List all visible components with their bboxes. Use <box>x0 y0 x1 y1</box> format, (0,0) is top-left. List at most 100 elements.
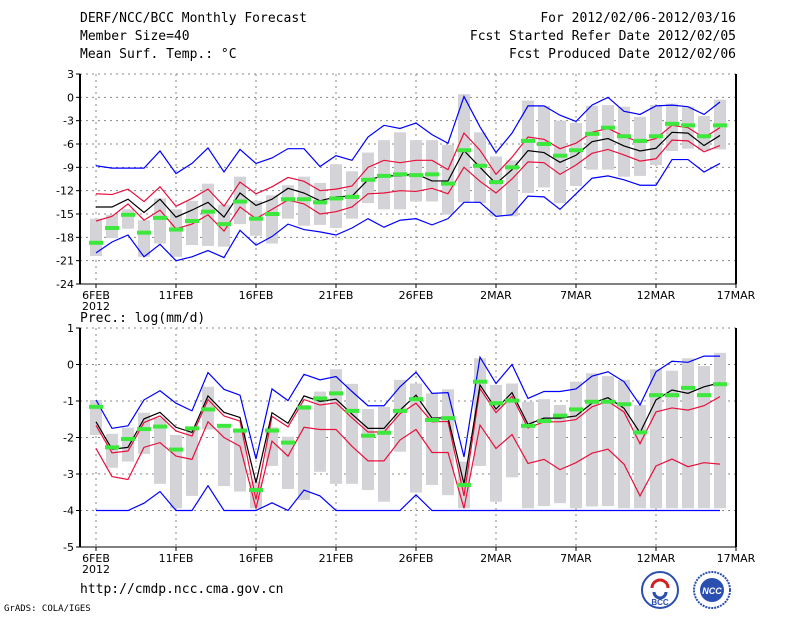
observation-marker <box>537 419 551 424</box>
observation-marker <box>281 197 295 202</box>
observation-marker <box>649 393 663 398</box>
ensemble-box <box>426 140 438 202</box>
svg-text:BCC: BCC <box>651 598 669 607</box>
observation-marker <box>537 142 551 146</box>
variable-label: Mean Surf. Temp.: °C <box>80 47 237 62</box>
x-tick-label: 6FEB <box>82 552 110 565</box>
ensemble-box <box>394 379 406 452</box>
x-tick-label: 17MAR <box>717 289 756 302</box>
lower-spread-line <box>95 139 721 233</box>
observation-marker <box>521 423 535 428</box>
ensemble-box <box>170 209 182 257</box>
x-tick-label: 2MAR <box>480 552 512 565</box>
observation-marker <box>553 413 567 418</box>
observation-marker <box>249 216 263 221</box>
observation-marker <box>585 399 599 404</box>
observation-marker <box>105 226 119 230</box>
observation-marker <box>409 173 423 178</box>
ensemble-box <box>618 106 630 177</box>
ensemble-box <box>234 428 246 492</box>
observation-marker <box>505 398 519 403</box>
observation-marker <box>505 165 519 170</box>
observation-marker <box>201 407 215 412</box>
observation-marker <box>361 177 375 182</box>
ensemble-box <box>378 406 390 502</box>
header-right: For 2012/02/06-2012/03/16 Fcst Started R… <box>470 10 736 64</box>
y-tick-label: -12 <box>56 185 74 198</box>
x-tick-label: 6FEB <box>82 289 110 302</box>
ensemble-box <box>666 103 678 151</box>
observation-marker <box>297 405 311 410</box>
observation-marker <box>217 222 231 227</box>
x-tick-label: 11FEB <box>159 289 194 302</box>
ensemble-box <box>490 156 502 217</box>
observation-marker <box>441 181 455 186</box>
y-tick-label: -6 <box>63 138 74 151</box>
x-tick-label: 21FEB <box>319 289 354 302</box>
observation-marker <box>361 433 375 438</box>
observation-marker <box>569 148 583 153</box>
ensemble-box <box>586 105 598 170</box>
forecast-period: For 2012/02/06-2012/03/16 <box>540 11 736 26</box>
ensemble-box <box>186 427 198 496</box>
observation-marker <box>185 219 199 223</box>
observation-marker <box>713 123 727 128</box>
observation-marker <box>601 125 615 130</box>
ensemble-box <box>138 220 150 257</box>
ensemble-box <box>410 140 422 202</box>
observation-marker <box>457 148 471 153</box>
y-tick-label: -2 <box>63 432 74 445</box>
x-tick-label: 12MAR <box>637 289 676 302</box>
ensemble-box <box>666 370 678 509</box>
ensemble-box <box>90 218 102 256</box>
observation-marker <box>265 212 279 216</box>
max-line <box>95 95 721 175</box>
x-tick-label: 2MAR <box>480 289 512 302</box>
x-year-label: 2012 <box>82 300 110 313</box>
observation-marker <box>713 382 727 387</box>
ensemble-mean-line <box>96 131 721 219</box>
ensemble-box <box>714 352 726 509</box>
observation-marker <box>665 121 679 126</box>
observation-marker <box>489 401 503 406</box>
y-tick-label: -4 <box>63 505 74 518</box>
ensemble-box <box>250 481 262 509</box>
x-tick-label: 7MAR <box>560 552 592 565</box>
observation-marker <box>137 427 151 432</box>
ensemble-box <box>314 391 326 472</box>
observation-marker <box>345 408 359 413</box>
observation-marker <box>169 447 183 452</box>
observation-marker <box>569 407 583 412</box>
observation-marker <box>617 402 631 407</box>
lower-spread-line <box>95 420 721 509</box>
x-tick-label: 16FEB <box>239 289 274 302</box>
observation-marker <box>681 123 695 128</box>
observation-marker <box>377 430 391 435</box>
y-tick-label: -3 <box>63 115 74 128</box>
source-url: http://cmdp.ncc.cma.gov.cn <box>80 582 284 597</box>
ensemble-box <box>650 369 662 509</box>
observation-marker <box>329 391 343 396</box>
ensemble-box <box>330 369 342 484</box>
ensemble-box <box>602 376 614 507</box>
ensemble-box <box>346 383 358 484</box>
observation-marker <box>617 134 631 139</box>
min-line <box>96 484 720 512</box>
member-size: Member Size=40 <box>80 29 190 44</box>
chart-title: DERF/NCC/BCC Monthly Forecast <box>80 11 307 26</box>
x-year-label: 2012 <box>82 563 110 576</box>
observation-marker <box>521 138 535 143</box>
y-tick-label: 0 <box>67 91 74 104</box>
ensemble-box <box>634 116 646 176</box>
y-tick-label: -9 <box>63 161 74 174</box>
precipitation-panel: Prec.: log(mm/d) 1 0 -1 -2 -3 -4 -5 6FEB 11FEB 16F… <box>63 311 756 576</box>
ensemble-box <box>426 393 438 485</box>
observation-marker <box>697 393 711 398</box>
observation-marker <box>153 215 167 220</box>
ensemble-box <box>442 389 454 496</box>
observation-marker <box>633 430 647 435</box>
y-tick-label: -5 <box>63 541 74 554</box>
observation-marker <box>105 445 119 450</box>
observation-marker <box>169 227 183 232</box>
